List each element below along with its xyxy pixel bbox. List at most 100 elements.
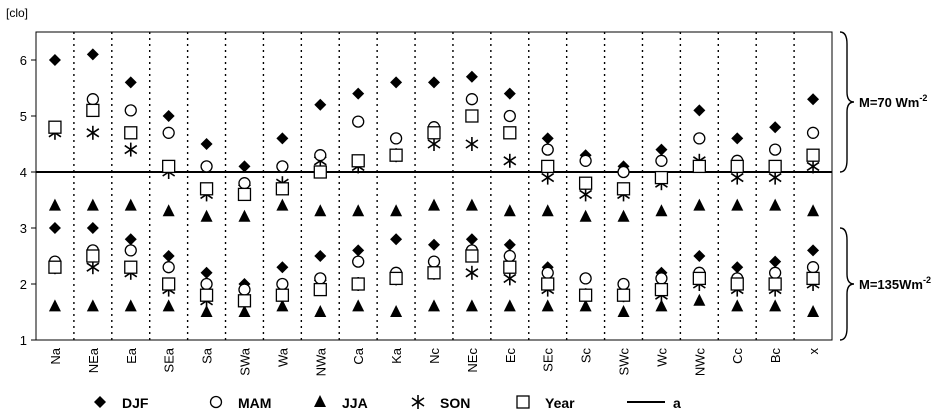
year-point-m135 [541,277,555,291]
djf-point-m70 [428,76,440,89]
mam-point-m70 [617,165,630,179]
mam-point-m135 [276,277,289,291]
djf-point-m70 [390,76,403,89]
year-point-m70 [654,170,669,185]
plot-frame [35,31,833,341]
djf-point-m135 [503,238,516,251]
djf-point-m70 [162,110,175,122]
year-point-m135 [275,288,290,302]
mam-point-m70 [541,143,554,156]
year-point-m70 [124,126,138,140]
jja-point-m135 [124,299,137,312]
djf-point-m135 [807,244,820,257]
djf-point-m135 [731,261,744,274]
x-category-label: NEa [86,347,101,373]
legend: DJF MAM JJA SON Year a [94,395,681,411]
year-point-m70 [692,159,706,174]
year-point-m135 [124,260,138,274]
x-category-label: SEc [541,348,556,372]
y-tick-label: 5 [20,109,27,124]
son-point-m70 [503,153,517,168]
jja-point-m135 [352,299,365,312]
mam-point-m135 [427,255,441,268]
mam-point-m70 [806,126,820,139]
x-category-label: Sa [200,347,215,364]
djf-point-m70 [503,87,516,100]
plot-area-border [35,31,833,341]
x-category-label: SWc [617,348,632,376]
djf-point-m70 [314,98,327,111]
year-point-m135 [427,266,441,280]
year-point-m135 [806,271,820,286]
mam-point-m70 [465,93,479,106]
jja-point-m135 [617,305,630,317]
x-category-label: Na [48,347,63,364]
x-category-label: Sc [579,348,594,364]
year-point-m70 [351,154,365,168]
mam-point-m135 [579,272,592,285]
jja-point-m135 [428,299,440,312]
jja-point-m70 [124,198,137,211]
x-category-label: SWa [237,347,252,375]
mam-point-m70 [86,93,100,106]
jja-point-m135 [731,299,744,312]
mam-point-m135 [541,266,554,279]
year-point-m70 [162,159,176,174]
year-point-m70 [313,165,327,179]
jja-point-m135 [86,299,99,312]
djf-point-m70 [769,121,782,134]
mam-point-m70 [314,149,327,162]
jja-point-m135 [200,305,213,317]
djf-point-m70 [655,143,668,156]
mam-point-m135 [314,272,327,285]
year-point-m70 [427,126,441,140]
year-point-m135 [768,277,782,291]
djf-point-m70 [352,87,365,100]
djf-point-m135 [162,250,175,262]
year-point-m135 [692,271,706,286]
legend-mam-marker [209,395,223,409]
mam-point-m135 [768,266,782,279]
legend-a-label: a [673,395,681,411]
jja-point-m70 [769,198,782,211]
year-point-m135 [86,249,100,263]
djf-point-m135 [48,222,61,234]
jja-point-m70 [86,198,99,211]
mam-point-m70 [655,154,668,167]
year-point-m135 [199,288,214,302]
year-point-m135 [48,260,62,274]
x-category-label: SEa [162,347,177,372]
jja-point-m70 [390,204,403,217]
jja-point-m135 [162,299,175,312]
djf-point-m70 [693,104,706,117]
mam-point-m135 [655,272,668,285]
curly-bracket [839,227,855,341]
legend-year-label: Year [545,395,575,411]
jja-point-m70 [579,209,592,222]
year-point-m70 [730,159,744,174]
son-point-m70 [86,125,100,140]
bracket-label: M=70 Wm-2 [859,93,927,110]
jja-point-m70 [238,209,251,222]
djf-point-m135 [314,250,327,262]
mam-point-m135 [238,283,251,296]
year-point-m135 [578,288,593,302]
son-point-m135 [465,265,479,280]
legend-son-marker [411,395,425,409]
x-category-label: Bc [768,348,783,364]
jja-point-m70 [428,198,440,211]
djf-point-m70 [731,132,744,145]
jja-point-m70 [48,198,61,211]
year-point-m70 [275,182,290,196]
y-tick-label: 6 [20,53,27,68]
jja-point-m70 [655,204,668,217]
jja-point-m70 [617,209,630,222]
x-category-label: Wa [275,347,290,367]
mam-point-m135 [124,244,137,257]
djf-point-m135 [276,261,289,274]
year-point-m135 [503,260,517,274]
year-point-m70 [48,120,62,134]
jja-point-m135 [769,299,782,312]
x-category-label: Ec [503,348,518,364]
legend-year-marker [516,395,530,409]
